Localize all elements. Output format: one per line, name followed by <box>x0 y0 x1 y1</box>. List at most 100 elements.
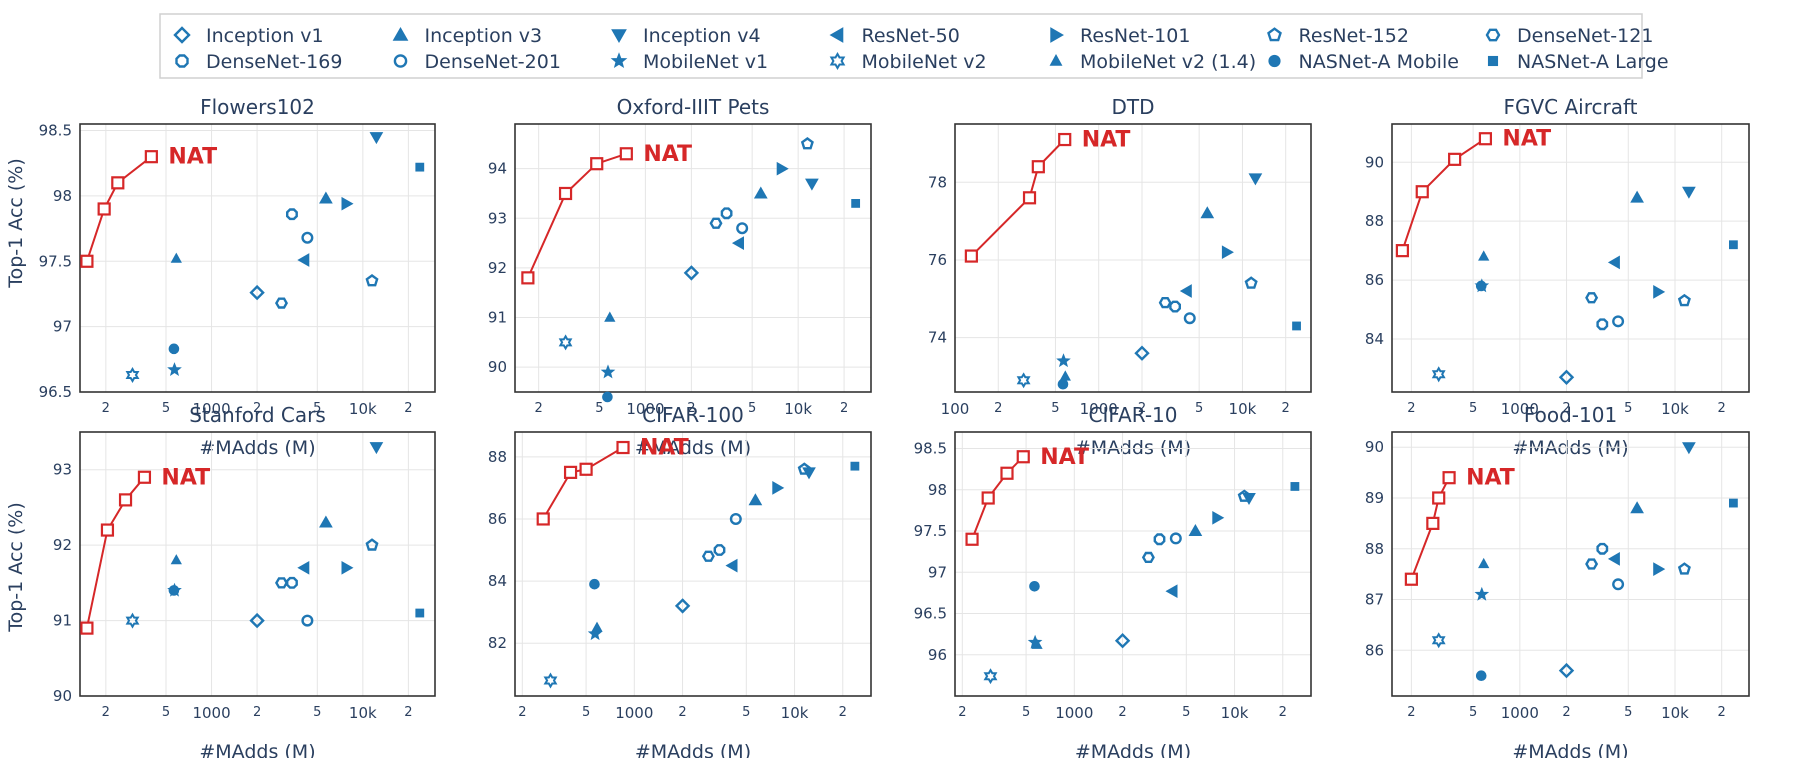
legend-item[interactable]: Inception v4 <box>611 25 761 47</box>
x-tick-label: 2 <box>1138 401 1146 416</box>
legend-item[interactable]: MobileNet v2 (1.4) <box>1049 51 1256 73</box>
y-tick-label: 78 <box>928 173 947 191</box>
baseline-marker <box>1114 633 1131 649</box>
legend-marker <box>1049 53 1063 66</box>
legend-item[interactable]: NASNet-A Mobile <box>1268 51 1459 73</box>
baseline-marker <box>701 550 715 562</box>
baseline-marker <box>1056 353 1071 368</box>
legend: Inception v1 Inception v3 Inception v4 ResN… <box>159 13 1669 79</box>
x-axis-label: #MAdds (M) <box>1075 741 1191 758</box>
x-tick-label: 2 <box>840 401 848 416</box>
legend-item[interactable]: DenseNet-121 <box>1485 25 1653 47</box>
x-tick-label: 5 <box>1469 401 1477 416</box>
legend-marker <box>175 54 189 68</box>
y-tick-label: 98 <box>53 187 72 205</box>
baseline-marker <box>1612 315 1625 328</box>
nat-line <box>85 155 153 262</box>
baseline-marker <box>1158 297 1172 309</box>
legend-marker <box>611 29 627 44</box>
baseline-marker <box>365 274 379 287</box>
panel-title: Food-101 <box>1524 403 1617 427</box>
baseline-marker <box>1729 240 1738 250</box>
baseline-marker <box>1431 632 1446 649</box>
legend-item[interactable]: MobileNet v1 <box>610 51 768 73</box>
baseline-marker <box>1165 584 1178 599</box>
baseline-marker <box>1630 190 1644 203</box>
panel: CIFAR-10 96 96.5 97 97.5 98 98.5 2 5 1000 2 5 10k 2 #M… <box>914 403 1312 758</box>
nat-marker <box>1442 471 1456 485</box>
x-tick-label: 1000 <box>615 704 653 722</box>
y-tick-label: 88 <box>1365 540 1384 558</box>
x-tick-label: 5 <box>582 705 590 720</box>
nat-marker <box>1022 191 1037 205</box>
x-tick-label: 2 <box>1282 401 1290 416</box>
nat-marker <box>1000 466 1014 480</box>
x-tick-label: 2 <box>404 705 412 720</box>
nat-marker <box>100 523 115 537</box>
x-tick-label: 2 <box>687 401 695 416</box>
legend-label: DenseNet-201 <box>425 51 561 73</box>
legend-item[interactable]: DenseNet-201 <box>393 51 561 73</box>
legend-item[interactable]: DenseNet-169 <box>175 51 343 73</box>
baseline-marker <box>797 462 811 475</box>
y-tick-label: 89 <box>1365 489 1384 507</box>
legend-item[interactable]: ResNet-50 <box>829 25 960 47</box>
legend-item[interactable]: NASNet-A Large <box>1487 51 1669 73</box>
x-tick-label: 2 <box>678 705 686 720</box>
plot-frame <box>514 123 872 393</box>
y-tick-label: 88 <box>488 448 507 466</box>
panel-title: Oxford-IIIT Pets <box>617 95 770 119</box>
panel-title: FGVC Aircraft <box>1503 95 1637 119</box>
x-tick-label: 5 <box>162 401 170 416</box>
x-tick-label: 1000 <box>1055 704 1093 722</box>
baseline-marker <box>1059 370 1071 381</box>
legend-item[interactable]: Inception v1 <box>173 25 324 47</box>
legend-label: Inception v1 <box>206 25 324 47</box>
x-tick-label: 1000 <box>1501 400 1539 418</box>
baseline-marker <box>1478 557 1490 569</box>
nat-label: NAT <box>1466 466 1515 491</box>
baseline-marker <box>170 554 182 565</box>
nat-line <box>85 476 146 629</box>
x-tick-label: 5 <box>162 705 170 720</box>
x-tick-label: 2 <box>518 705 526 720</box>
baseline-marker <box>1585 558 1599 570</box>
legend-item[interactable]: Inception v3 <box>392 25 543 47</box>
x-tick-label: 10k <box>1229 400 1257 418</box>
nat-marker <box>964 249 978 263</box>
panel: FGVC Aircraft 84 86 88 90 2 5 1000 2 5 10k 2 #MAdds … <box>1365 95 1750 459</box>
x-tick-label: 2 <box>1718 705 1726 720</box>
baseline-marker <box>369 132 384 145</box>
legend-item[interactable]: ResNet-101 <box>1050 25 1191 47</box>
baseline-marker <box>1290 482 1300 491</box>
legend-label: NASNet-A Mobile <box>1299 51 1459 73</box>
x-tick-label: 5 <box>1182 705 1190 720</box>
legend-item[interactable]: ResNet-152 <box>1267 25 1409 47</box>
panel: Food-101 86 87 88 89 90 2 5 1000 2 5 10k 2 #MAdds (M)… <box>1365 403 1750 758</box>
nat-marker <box>1395 244 1409 258</box>
panel: Stanford Cars 90 91 92 93 2 5 1000 2 5 10k 2 #MAdds … <box>53 403 436 758</box>
panel-title: CIFAR-100 <box>642 403 744 427</box>
y-tick-label: 86 <box>1365 641 1384 659</box>
baseline-marker <box>725 558 738 573</box>
x-tick-label: 10k <box>349 400 377 418</box>
nat-line <box>971 455 1025 540</box>
x-tick-label: 2 <box>535 401 543 416</box>
nat-marker <box>144 150 158 164</box>
baseline-marker <box>369 442 384 455</box>
baseline-marker <box>415 162 425 172</box>
x-tick-label: 10k <box>1661 400 1689 418</box>
baseline-marker <box>1179 284 1192 298</box>
nat-marker <box>616 440 630 455</box>
x-tick-label: 2 <box>1562 705 1570 720</box>
y-tick-label: 91 <box>53 612 72 630</box>
nat-marker <box>1448 152 1462 166</box>
legend-label: NASNet-A Large <box>1517 51 1669 73</box>
nat-label: NAT <box>1082 128 1131 153</box>
baseline-marker <box>168 343 180 355</box>
x-tick-label: 5 <box>313 705 321 720</box>
baseline-marker <box>286 208 298 221</box>
y-tick-label: 98.5 <box>914 440 947 458</box>
y-tick-label: 93 <box>488 209 507 227</box>
legend-item[interactable]: MobileNet v2 <box>829 51 987 73</box>
